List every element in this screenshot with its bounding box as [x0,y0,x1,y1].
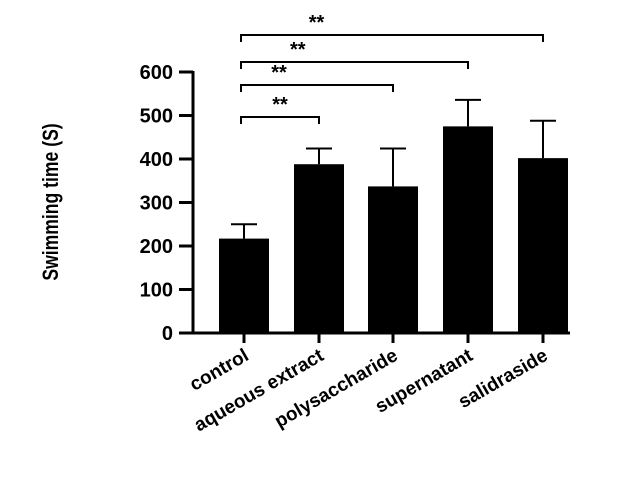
y-tick-label: 100 [140,280,173,302]
significance-bracket [240,84,394,92]
bar-aqueous-extract [294,164,344,333]
y-tick-label: 0 [162,323,173,345]
y-tick-label: 300 [140,193,173,215]
y-tick-label: 200 [140,236,173,258]
y-tick-label: 500 [140,106,173,128]
significance-bracket [240,116,320,124]
significance-label: ** [271,62,287,84]
y-tick-label: 600 [140,62,173,84]
significance-label: ** [309,12,325,34]
significance-brackets: ******** [240,12,544,124]
y-tick-label: 400 [140,149,173,171]
y-axis-label: Swimming time (S) [39,123,63,280]
x-tick-label: aqueous extract [191,345,328,436]
x-tick-label: polysaccharide [271,345,401,432]
significance-label: ** [272,94,288,116]
significance-label: ** [290,39,306,61]
bar-polysaccharide [368,186,418,333]
bar-control [219,238,269,333]
significance-bracket [240,34,544,42]
significance-bracket [240,61,469,69]
bar-salidraside [518,158,568,333]
bar-supernatant [443,126,493,333]
bars [219,98,568,333]
